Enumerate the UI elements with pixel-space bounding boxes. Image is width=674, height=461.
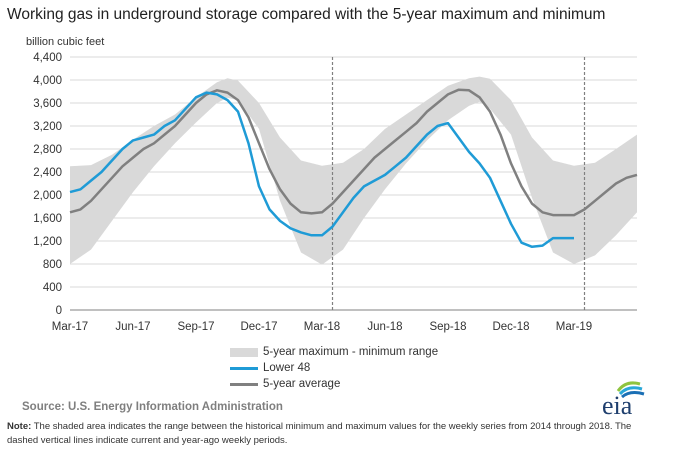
x-tick-label: Sep-17 bbox=[177, 321, 214, 333]
range-band bbox=[70, 76, 637, 265]
x-tick-label: Dec-17 bbox=[240, 321, 277, 333]
x-tick-label: Jun-17 bbox=[115, 321, 150, 333]
note-body: The shaded area indicates the range betw… bbox=[7, 421, 632, 446]
y-tick-label: 1,600 bbox=[33, 213, 62, 225]
y-tick-label: 3,600 bbox=[33, 98, 62, 110]
x-tick-label: Sep-18 bbox=[429, 321, 466, 333]
legend-swatch-lower48 bbox=[230, 366, 258, 370]
y-tick-label: 0 bbox=[56, 305, 62, 317]
y-tick-label: 400 bbox=[43, 282, 62, 294]
y-tick-label: 2,400 bbox=[33, 167, 62, 179]
y-axis-label: billion cubic feet bbox=[26, 36, 105, 48]
y-tick-label: 2,000 bbox=[33, 190, 62, 202]
note-label: Note: bbox=[7, 421, 32, 432]
y-tick-label: 2,800 bbox=[33, 144, 62, 156]
x-tick-label: Mar-17 bbox=[52, 321, 88, 333]
x-tick-label: Mar-18 bbox=[304, 321, 340, 333]
y-tick-label: 3,200 bbox=[33, 121, 62, 133]
legend-item-lower48: Lower 48 bbox=[230, 360, 438, 376]
legend-label-range: 5-year maximum - minimum range bbox=[263, 346, 439, 358]
note-text: Note: The shaded area indicates the rang… bbox=[7, 420, 657, 448]
eia-logo-mark: eia bbox=[602, 381, 645, 420]
y-tick-label: 1,200 bbox=[33, 236, 62, 248]
chart-title: Working gas in underground storage compa… bbox=[7, 6, 606, 23]
legend-label-lower48: Lower 48 bbox=[263, 362, 311, 374]
eia-logo-text: eia bbox=[602, 391, 633, 418]
legend-item-range: 5-year maximum - minimum range bbox=[230, 344, 438, 360]
storage-chart: 0 400 800 1,200 1,600 2,000 2,400 2,800 3,200 3,6… bbox=[33, 52, 638, 333]
legend-item-average: 5-year average bbox=[230, 376, 438, 392]
y-tick-label: 4,400 bbox=[33, 52, 62, 64]
legend: 5-year maximum - minimum range Lower 48 … bbox=[230, 344, 438, 392]
legend-swatch-range bbox=[230, 347, 258, 357]
x-tick-label: Mar-19 bbox=[556, 321, 592, 333]
source-text: Source: U.S. Energy Information Administ… bbox=[22, 401, 283, 413]
legend-swatch-average bbox=[230, 382, 258, 386]
average-line bbox=[69, 88, 638, 217]
x-tick-label: Dec-18 bbox=[492, 321, 529, 333]
lower48-line bbox=[69, 91, 574, 249]
y-tick-label: 4,000 bbox=[33, 75, 62, 87]
eia-logo: eia bbox=[596, 378, 656, 423]
x-tick-label: Jun-18 bbox=[367, 321, 402, 333]
legend-label-average: 5-year average bbox=[263, 378, 341, 390]
y-tick-label: 800 bbox=[43, 259, 62, 271]
